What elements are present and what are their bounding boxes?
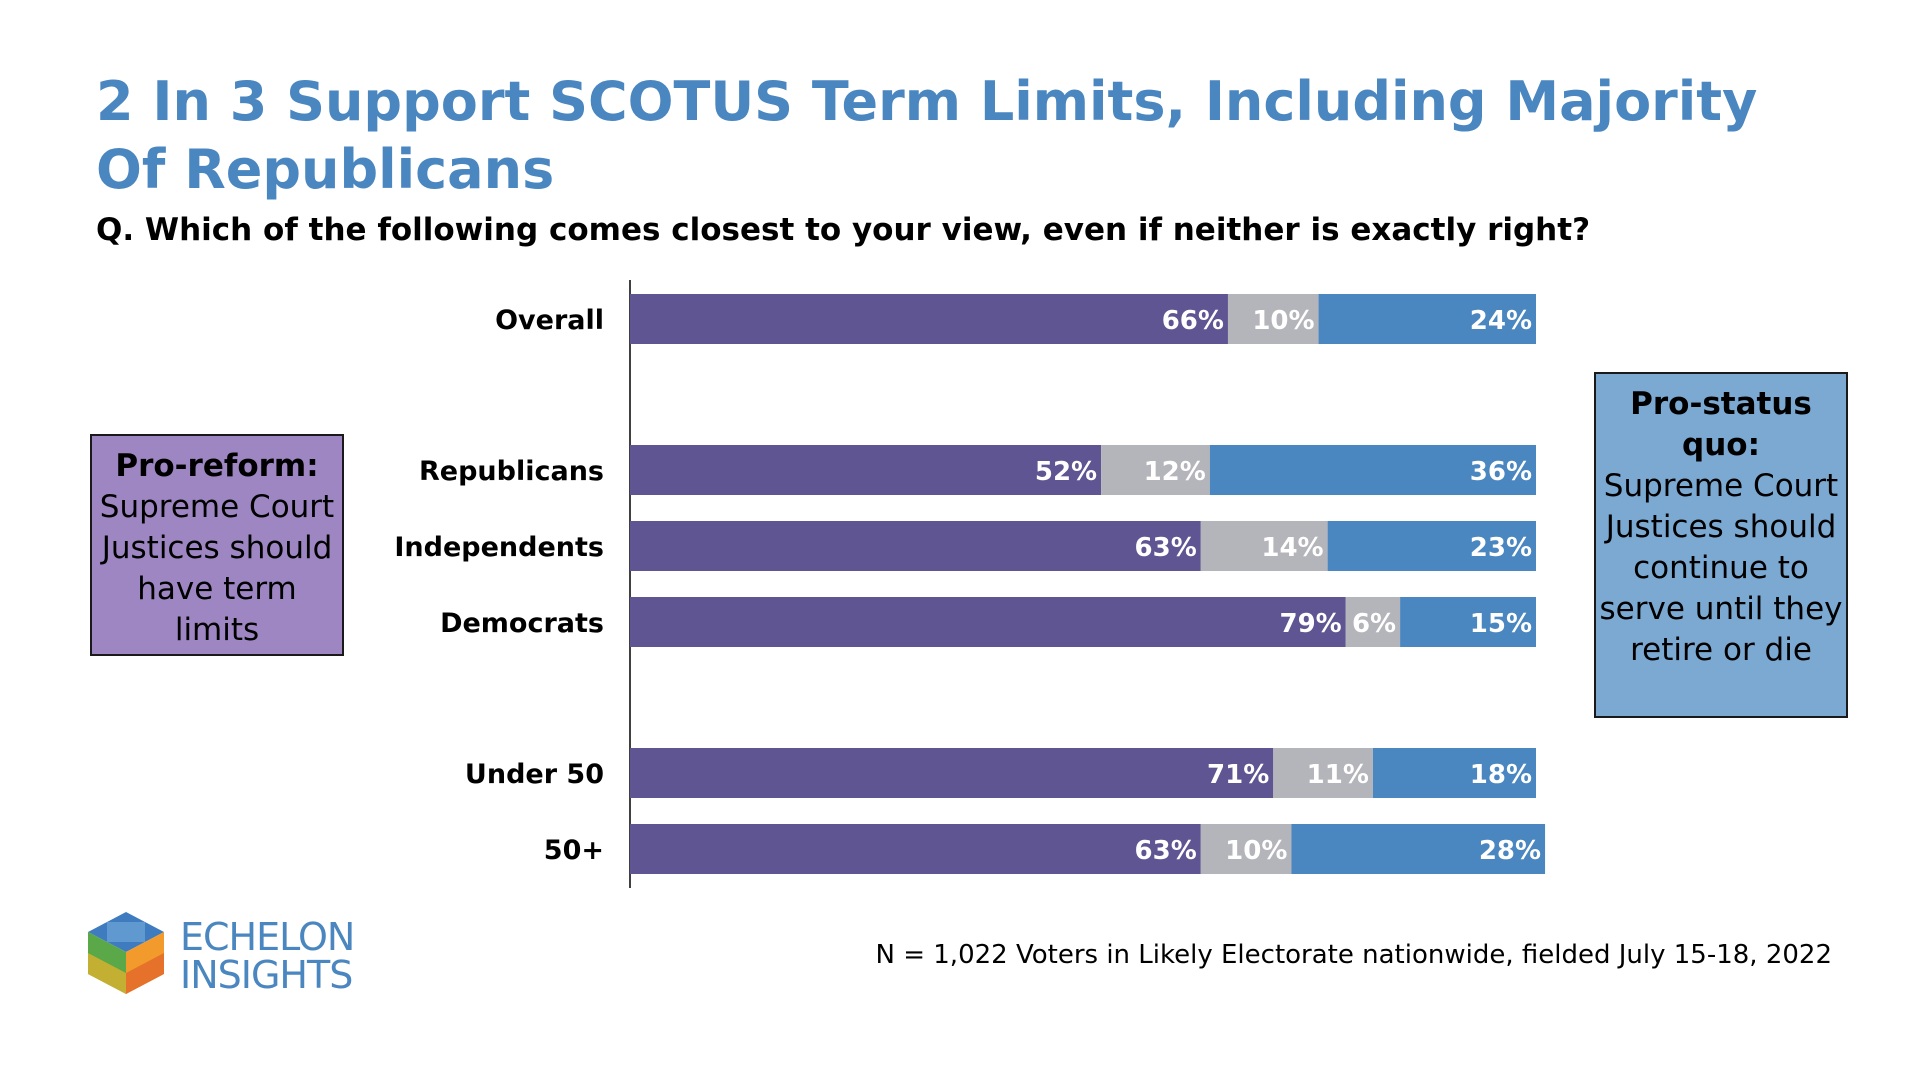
category-label: Democrats bbox=[440, 608, 604, 639]
logo-line-2: INSIGHTS bbox=[180, 953, 353, 997]
logo-line-1: ECHELON bbox=[180, 915, 355, 959]
category-label: Independents bbox=[394, 532, 604, 563]
bar-segment-1 bbox=[630, 597, 1346, 647]
bar-segment-2 bbox=[1101, 445, 1210, 495]
sample-footnote: N = 1,022 Voters in Likely Electorate na… bbox=[875, 940, 1833, 970]
bar-data-label: 23% bbox=[1470, 533, 1532, 563]
bar-segment-1 bbox=[630, 294, 1228, 344]
bar-segment-3 bbox=[1209, 445, 1536, 495]
pro-reform-callout: Pro-reform: Supreme Court Justices shoul… bbox=[90, 434, 344, 656]
pro-status-quo-callout: Pro-status quo: Supreme Court Justices s… bbox=[1594, 372, 1848, 718]
bar-segment-1 bbox=[630, 445, 1102, 495]
pro-reform-callout-lead: Pro-reform: bbox=[115, 448, 319, 484]
bar-data-label: 11% bbox=[1307, 760, 1369, 790]
bar-data-label: 63% bbox=[1135, 836, 1197, 866]
bar-data-label: 12% bbox=[1144, 457, 1206, 487]
bar-segment-1 bbox=[630, 748, 1274, 798]
bar-data-label: 63% bbox=[1135, 533, 1197, 563]
bar-data-label: 24% bbox=[1470, 306, 1532, 336]
bar-segment-3 bbox=[1400, 597, 1536, 647]
logo-wordmark: ECHELON INSIGHTS bbox=[180, 915, 355, 997]
bar-segment-2 bbox=[1227, 294, 1319, 344]
bar-segment-2 bbox=[1200, 824, 1292, 874]
bar-segment-2 bbox=[1200, 521, 1328, 571]
bar-segment-2 bbox=[1273, 748, 1373, 798]
bar-segment-3 bbox=[1291, 824, 1546, 874]
bar-segment-3 bbox=[1318, 294, 1536, 344]
bar-data-label: 15% bbox=[1470, 609, 1532, 639]
bar-data-label: 36% bbox=[1470, 457, 1532, 487]
category-label: 50+ bbox=[544, 835, 604, 866]
category-label: Overall bbox=[495, 305, 604, 336]
bar-data-label: 28% bbox=[1479, 836, 1541, 866]
bar-data-label: 14% bbox=[1261, 533, 1323, 563]
bar-segment-1 bbox=[630, 521, 1201, 571]
bar-data-label: 52% bbox=[1035, 457, 1097, 487]
bar-segment-1 bbox=[630, 824, 1201, 874]
bar-data-label: 10% bbox=[1252, 306, 1314, 336]
bar-data-label: 66% bbox=[1162, 306, 1224, 336]
category-label: Under 50 bbox=[465, 759, 604, 790]
bar-segment-3 bbox=[1327, 521, 1536, 571]
bar-data-label: 18% bbox=[1470, 760, 1532, 790]
chart-title: 2 In 3 Support SCOTUS Term Limits, Inclu… bbox=[96, 70, 1758, 201]
bar-segment-3 bbox=[1372, 748, 1536, 798]
bar-data-label: 6% bbox=[1352, 609, 1396, 639]
bar-data-label: 79% bbox=[1280, 609, 1342, 639]
bar-segment-2 bbox=[1345, 597, 1401, 647]
pro-status-quo-callout-lead: Pro-status quo: bbox=[1630, 386, 1812, 463]
cube-logo-icon bbox=[88, 912, 164, 994]
chart-subtitle: Q. Which of the following comes closest … bbox=[96, 212, 1591, 248]
pro-reform-callout-body: Supreme Court Justices should have term … bbox=[99, 489, 335, 648]
pro-status-quo-callout-body: Supreme Court Justices should continue t… bbox=[1599, 468, 1843, 668]
category-label: Republicans bbox=[419, 456, 604, 487]
bar-data-label: 71% bbox=[1207, 760, 1269, 790]
bar-data-label: 10% bbox=[1225, 836, 1287, 866]
